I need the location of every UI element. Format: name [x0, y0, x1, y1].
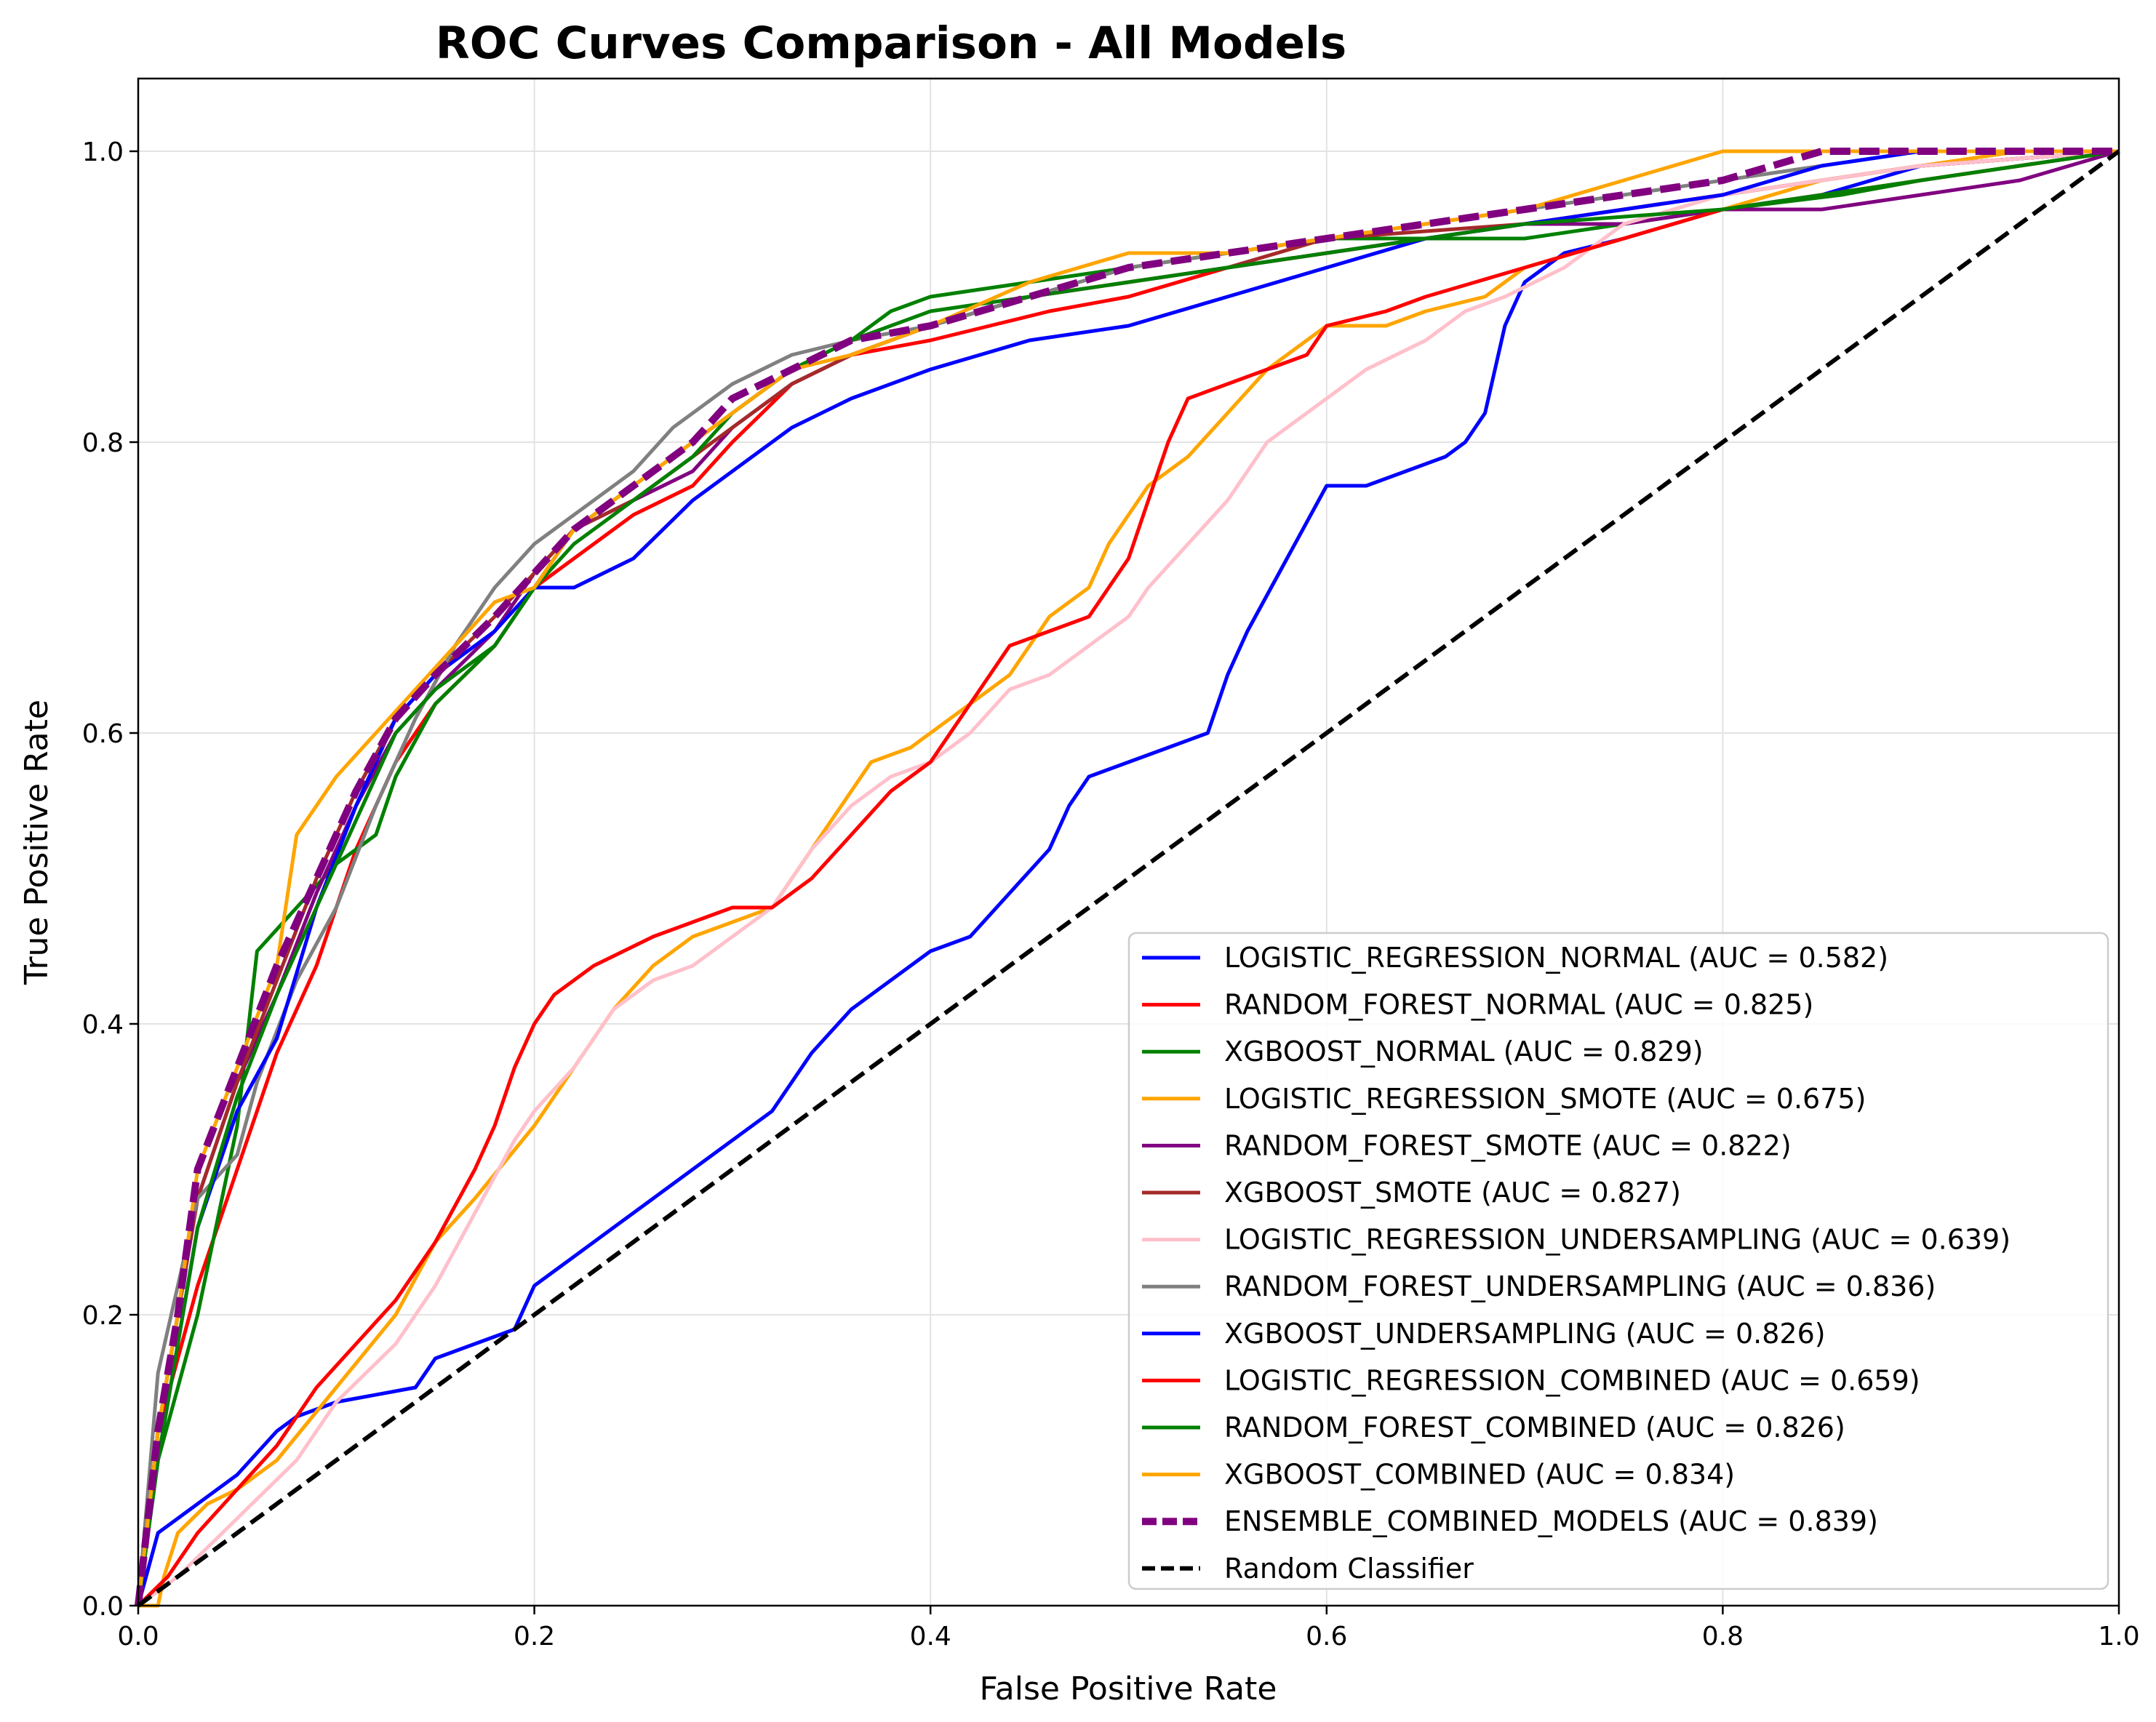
y-axis-ticks: 0.0 0.2 0.4 0.6 0.8 1.0 — [82, 137, 138, 1622]
y-tick-label: 0.6 — [82, 719, 124, 749]
chart-title: ROC Curves Comparison - All Models — [436, 17, 1346, 69]
legend-label: Random Classifier — [1224, 1553, 1474, 1585]
plot-frame — [137, 77, 2120, 1607]
legend-label: XGBOOST_COMBINED (AUC = 0.834) — [1224, 1459, 1735, 1491]
x-tick-label: 0.8 — [1702, 1622, 1744, 1651]
series-line-10 — [136, 149, 2120, 1606]
legend-label: LOGISTIC_REGRESSION_COMBINED (AUC = 0.65… — [1224, 1364, 1920, 1396]
x-tick-label: 0.0 — [117, 1622, 159, 1651]
legend-label: RANDOM_FOREST_COMBINED (AUC = 0.826) — [1224, 1411, 1845, 1443]
legend-label: RANDOM_FOREST_UNDERSAMPLING (AUC = 0.836… — [1224, 1270, 1936, 1302]
y-tick-label: 0.0 — [82, 1592, 124, 1622]
x-tick-label: 0.4 — [910, 1622, 951, 1651]
y-tick-label: 0.8 — [82, 428, 124, 458]
series-line-6 — [137, 149, 2120, 1608]
series-line-12 — [135, 148, 2119, 1606]
legend-label: LOGISTIC_REGRESSION_SMOTE (AUC = 0.675) — [1224, 1083, 1866, 1115]
legend-label: LOGISTIC_REGRESSION_UNDERSAMPLING (AUC =… — [1224, 1224, 2011, 1256]
x-tick-label: 1.0 — [2098, 1622, 2139, 1651]
y-tick-label: 1.0 — [82, 137, 124, 167]
series-line-0 — [136, 149, 2120, 1606]
series-line-9 — [137, 149, 2120, 1607]
legend-label: RANDOM_FOREST_NORMAL (AUC = 0.825) — [1224, 989, 1813, 1021]
legend-label: RANDOM_FOREST_SMOTE (AUC = 0.822) — [1224, 1129, 1792, 1161]
legend-label: XGBOOST_UNDERSAMPLING (AUC = 0.826) — [1224, 1318, 1826, 1350]
series-line-13 — [137, 149, 2120, 1608]
series-line-3 — [138, 149, 2119, 1608]
legend: LOGISTIC_REGRESSION_NORMAL (AUC = 0.582)… — [1127, 932, 2109, 1590]
legend-label: XGBOOST_NORMAL (AUC = 0.829) — [1224, 1036, 1704, 1068]
y-tick-label: 0.2 — [82, 1301, 124, 1331]
y-tick-label: 0.4 — [82, 1010, 124, 1040]
series-lines — [135, 148, 2120, 1608]
x-tick-label: 0.2 — [514, 1622, 555, 1651]
y-axis-label: True Positive Rate — [18, 700, 55, 985]
legend-label: XGBOOST_SMOTE (AUC = 0.827) — [1224, 1177, 1681, 1209]
x-axis-ticks: 0.0 0.2 0.4 0.6 0.8 1.0 — [117, 1606, 2140, 1651]
legend-box — [1127, 932, 2109, 1590]
legend-label: LOGISTIC_REGRESSION_NORMAL (AUC = 0.582) — [1224, 942, 1888, 974]
x-tick-label: 0.6 — [1306, 1622, 1347, 1651]
x-axis-label: False Positive Rate — [980, 1670, 1277, 1707]
legend-label: ENSEMBLE_COMBINED_MODELS (AUC = 0.839) — [1224, 1505, 1878, 1537]
